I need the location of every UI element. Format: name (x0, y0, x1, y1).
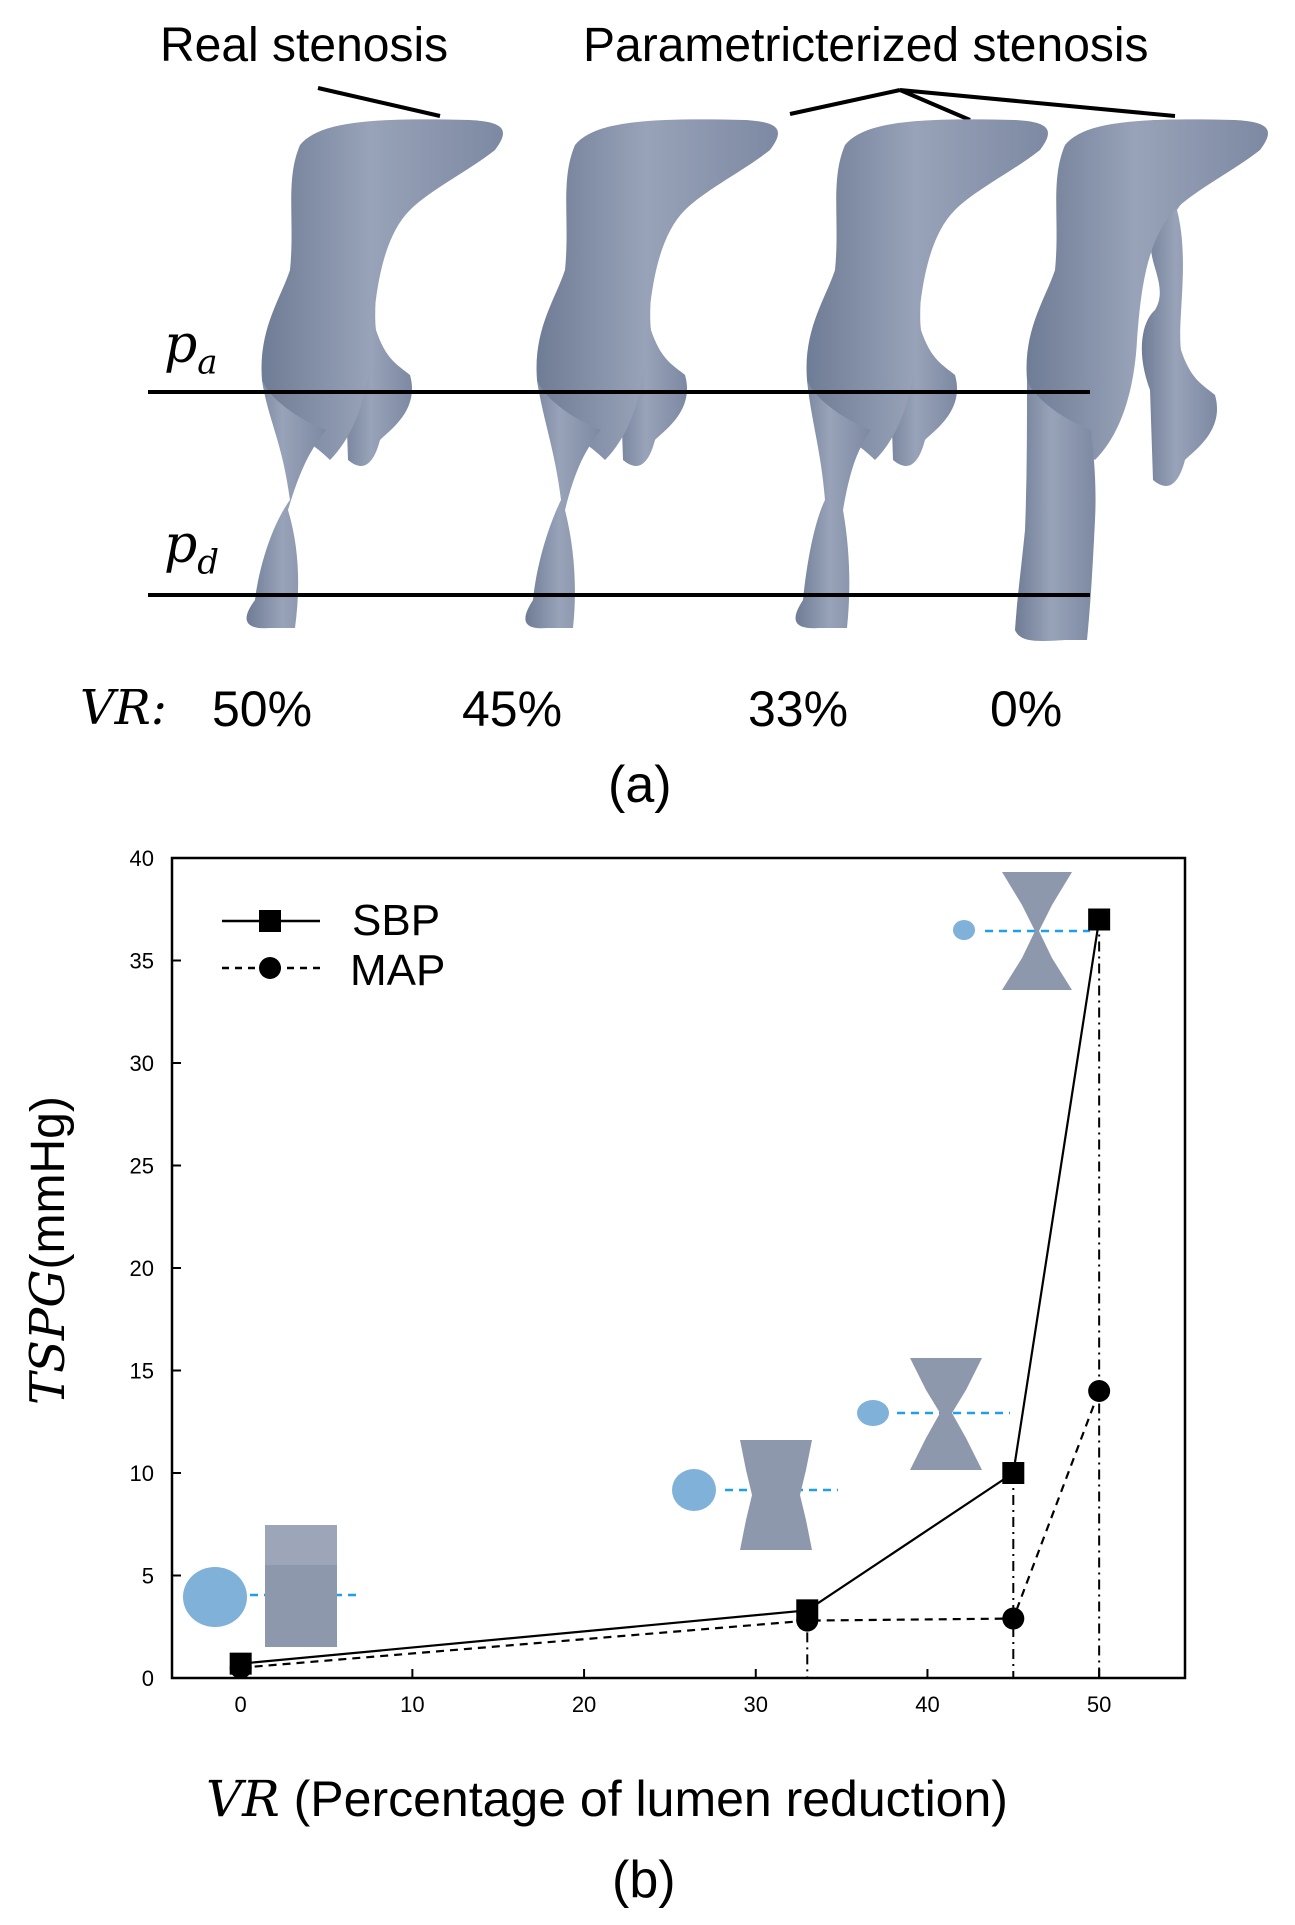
map-series-line (240, 1390, 1101, 1669)
param-callout-line-1 (789, 88, 901, 116)
sbp-point (1002, 1462, 1025, 1484)
vr-value-45: 45% (462, 681, 563, 737)
vr-value-0: 0% (990, 681, 1063, 737)
tspg-chart: 0 5 10 15 20 25 30 35 40 0 10 20 30 40 50 (130, 846, 1187, 1717)
legend-sbp-label: SBP (352, 896, 440, 945)
real-stenosis-label: Real stenosis (160, 19, 449, 72)
panel-b-label: (b) (612, 1851, 676, 1909)
pa-label: pa (164, 315, 218, 383)
y-tick-label: 35 (130, 949, 154, 974)
legend: SBP MAP (222, 896, 445, 995)
y-tick-label: 40 (130, 846, 154, 871)
y-tick-label: 0 (142, 1666, 154, 1691)
sbp-point (796, 1599, 819, 1622)
inset-vr-0 (183, 1525, 362, 1647)
y-tick-label: 30 (130, 1051, 154, 1076)
vessel-param-0 (1015, 119, 1268, 641)
inset-vr-50 (953, 872, 1090, 990)
inset-vr-33 (672, 1440, 838, 1550)
stenosis-models-figure (148, 86, 1268, 641)
panel-a-label: (a) (608, 756, 672, 814)
y-tick-label: 25 (130, 1154, 154, 1179)
vr-value-50: 50% (212, 681, 313, 737)
panel-b: 0 5 10 15 20 25 30 35 40 0 10 20 30 40 50 (0, 830, 1295, 1920)
sbp-series-line (240, 919, 1101, 1665)
map-point (1088, 1380, 1111, 1402)
x-tick-label: 50 (1087, 1692, 1111, 1717)
vr-value-33: 33% (748, 681, 849, 737)
vessel-real-50 (246, 119, 503, 629)
legend-map-label: MAP (350, 946, 445, 995)
y-tick-label: 15 (130, 1359, 154, 1384)
sbp-point (229, 1652, 252, 1675)
vessel-param-33 (795, 119, 1048, 629)
y-tick-label: 10 (130, 1461, 154, 1486)
panel-a: Real stenosis Parametricterized stenosis… (0, 0, 1295, 830)
x-tick-label: 0 (235, 1692, 247, 1717)
map-point (1002, 1607, 1025, 1630)
x-tick-label: 20 (572, 1692, 596, 1717)
param-callout-line-2 (899, 88, 971, 122)
x-tick-label: 10 (400, 1692, 424, 1717)
y-tick-label: 20 (130, 1256, 154, 1281)
x-tick-label: 30 (744, 1692, 768, 1717)
parametricterized-stenosis-label: Parametricterized stenosis (583, 19, 1149, 72)
param-callout-line-3 (899, 88, 1176, 118)
inset-vr-45 (857, 1358, 1010, 1470)
vr-prefix: VR: (80, 680, 167, 736)
pd-label: pd (164, 515, 220, 583)
legend-map-marker (259, 957, 281, 979)
vessel-param-45 (525, 119, 778, 629)
sbp-point (1088, 908, 1111, 931)
x-tick-label: 40 (915, 1692, 939, 1717)
stenosis-insets (183, 872, 1090, 1647)
x-axis-label: VR (Percentage of lumen reduction) (206, 1770, 1008, 1828)
legend-sbp-marker (259, 910, 281, 932)
y-tick-label: 5 (142, 1564, 154, 1589)
y-axis-label: TSPG(mmHg) (20, 1096, 76, 1405)
real-callout-line (317, 86, 441, 118)
